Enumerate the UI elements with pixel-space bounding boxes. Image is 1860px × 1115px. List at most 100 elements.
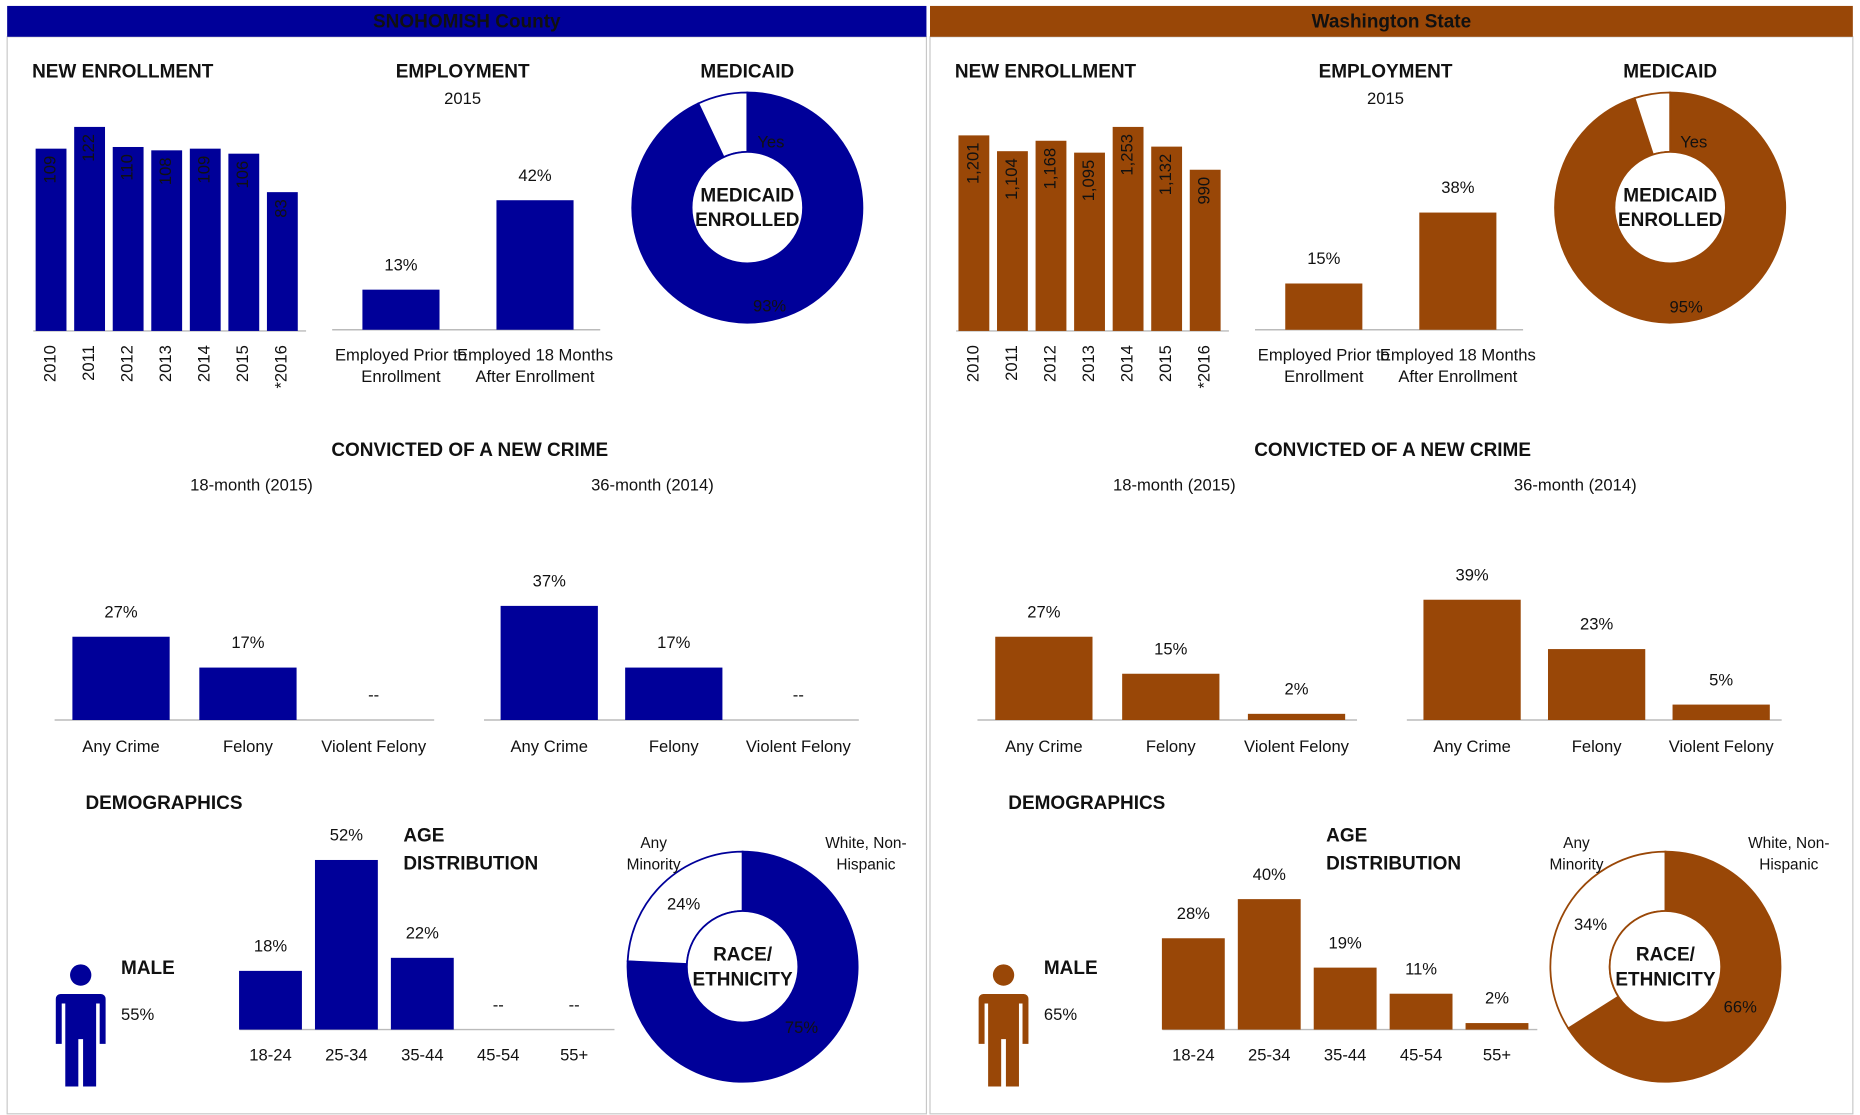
bar [189, 148, 221, 331]
x-tick-label-box: Violent Felony [321, 737, 426, 756]
bar [390, 957, 454, 1030]
center-label: MEDICAID [700, 185, 794, 206]
value-label: 2% [1485, 989, 1509, 1008]
chart-subtitle: 36-month (2014) [1514, 476, 1637, 495]
x-tick-label-box: Any Crime [1433, 737, 1511, 756]
bar [199, 667, 297, 721]
value-label: -- [569, 995, 580, 1014]
value-label: 75% [785, 1018, 818, 1037]
x-tick-label-box: Felony [1572, 737, 1622, 756]
value-label: 109 [40, 156, 59, 184]
person-icon-body [55, 994, 106, 1087]
chart-title: AGE [403, 825, 444, 846]
x-tick-label-box: Violent Felony [745, 736, 851, 756]
value-label: 34% [1574, 915, 1607, 934]
person-icon-body [978, 994, 1029, 1087]
x-tick-label-box: 18-24 [249, 1045, 292, 1064]
panel-header [930, 5, 1853, 37]
bar [500, 605, 598, 721]
x-tick-label: 25-34 [325, 1045, 368, 1064]
value-label: 23% [1580, 615, 1613, 634]
value-label: 13% [384, 255, 417, 274]
x-tick-label-box: Felony [649, 737, 699, 756]
person-icon-head [992, 964, 1015, 986]
value-label: 37% [533, 572, 566, 591]
stat-label: MALE [121, 958, 175, 979]
panel-title: Washington State [1312, 12, 1471, 33]
bar [1151, 146, 1183, 331]
bar [1112, 126, 1144, 331]
bar [74, 126, 106, 331]
x-tick-label: 18-24 [249, 1045, 292, 1064]
x-tick-label-box: Violent Felony [1244, 736, 1349, 756]
x-tick-label: Employed Prior to Enrollment [1257, 345, 1390, 386]
value-label: 990 [1195, 177, 1214, 205]
panel-header [7, 5, 927, 37]
value-label: 110 [118, 154, 137, 180]
x-tick-label: 2011 [1002, 345, 1021, 381]
center-label: ENROLLED [695, 210, 799, 231]
stat-value: 55% [121, 1005, 154, 1024]
chart-subtitle: 18-month (2015) [190, 476, 313, 495]
donut-hole [1608, 910, 1723, 1024]
bar [958, 135, 990, 331]
value-label: 11% [1405, 959, 1437, 978]
value-label: 1,201 [963, 143, 982, 185]
x-tick-label-box: Employed 18 Months After Enrollment [1379, 345, 1536, 386]
x-tick-label: 18-24 [1172, 1045, 1215, 1064]
x-tick-label-box: Violent Felony [1668, 736, 1774, 756]
x-tick-label: 35-44 [1323, 1045, 1367, 1064]
x-tick-label: Violent Felony [1668, 736, 1774, 756]
x-tick-label: Employed 18 Months After Enrollment [456, 345, 614, 386]
value-label: 106 [233, 161, 252, 189]
value-label: 42% [518, 166, 551, 185]
value-label: 28% [1177, 904, 1210, 923]
x-tick-label: Felony [223, 736, 273, 756]
value-label: -- [493, 995, 504, 1014]
x-tick-label-box: 45-54 [1400, 1045, 1442, 1064]
panel: NEW ENROLLMENT 109 2010 122 2011 110 2012 108 20… [32, 61, 907, 1087]
panel-border [929, 36, 1854, 1115]
x-tick-label: *2016 [272, 345, 291, 388]
chart-subtitle: 2015 [1367, 89, 1404, 108]
chart-title: DISTRIBUTION [1326, 854, 1461, 875]
bar [995, 636, 1093, 721]
value-label: 40% [1253, 865, 1286, 884]
value-label: 17% [657, 633, 690, 652]
x-tick-label: Violent Felony [1244, 736, 1349, 756]
x-tick-label: Any Crime [82, 736, 160, 756]
x-tick-label-box: 45-54 [477, 1045, 519, 1064]
bar [228, 153, 260, 331]
bar [1672, 704, 1770, 721]
bar [266, 192, 298, 331]
slice-label: White, Non-Hispanic [1748, 833, 1830, 873]
x-tick-label-box: Felony [223, 736, 273, 756]
value-label: 93% [753, 297, 786, 316]
slice-label-box: Any Minority [627, 834, 681, 873]
x-tick-label-box: Any Crime [82, 736, 160, 756]
x-tick-label: 2013 [1079, 345, 1098, 382]
donut-hole [1613, 150, 1727, 265]
bar [1122, 673, 1220, 721]
x-tick-label: Felony [1145, 736, 1196, 756]
x-tick-label: Employed 18 Months After Enrollment [1379, 345, 1536, 386]
x-tick-label: Violent Felony [745, 736, 851, 756]
chart-title: EMPLOYMENT [1319, 61, 1453, 82]
bar [1247, 713, 1346, 721]
x-tick-label-box: Felony [1145, 736, 1196, 756]
x-tick-label: 2010 [963, 345, 982, 382]
value-label: 17% [231, 633, 264, 652]
value-label: 122 [79, 134, 98, 162]
x-tick-label: Any Crime [1005, 736, 1083, 756]
bar [1419, 212, 1497, 330]
chart-subtitle: 18-month (2015) [1113, 476, 1236, 495]
x-tick-label-box: 18-24 [1172, 1045, 1215, 1064]
value-label: 38% [1441, 178, 1474, 197]
x-tick-label: 2010 [40, 345, 59, 382]
bar [1313, 967, 1377, 1030]
value-label: 19% [1329, 933, 1362, 952]
x-tick-label: 2014 [1117, 345, 1136, 382]
x-tick-label-box: Any Crime [1005, 736, 1083, 756]
bar [1035, 140, 1067, 331]
